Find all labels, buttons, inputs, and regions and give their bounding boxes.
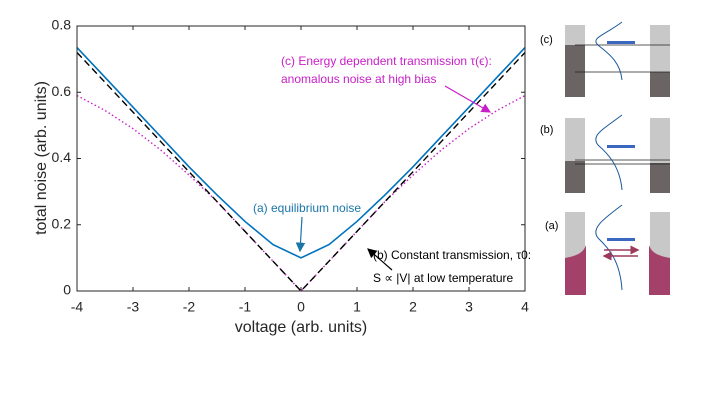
diagram-a: (a) <box>545 204 670 295</box>
line <box>76 46 526 259</box>
x-tick-label: -4 <box>71 299 84 315</box>
x-tick-label: 1 <box>353 299 361 315</box>
x-tick-label: -3 <box>127 299 140 315</box>
y-tick-label: 0.6 <box>52 83 72 99</box>
annotation-arrow <box>295 216 306 253</box>
line <box>76 52 526 293</box>
x-tick-label: -1 <box>239 299 252 315</box>
annotation: S ∝ |V| at low temperature <box>373 271 514 285</box>
y-tick-label: 0.4 <box>52 149 72 165</box>
diagram-label: (a) <box>545 220 558 232</box>
annotation: (b) Constant transmission, τ0: <box>373 248 531 262</box>
y-tick-label: 0.8 <box>52 17 72 33</box>
x-axis-label: voltage (arb. units) <box>235 319 368 336</box>
annotation: (a) equilibrium noise <box>253 201 361 215</box>
x-tick-label: 2 <box>409 299 417 315</box>
diagram-b: (b) <box>540 114 670 193</box>
plot-frame <box>76 25 526 292</box>
annotation: anomalous noise at high bias <box>281 72 436 86</box>
x-tick-label: -2 <box>183 299 196 315</box>
y-tick-label: 0 <box>63 282 71 298</box>
line <box>76 94 526 293</box>
annotation: (c) Energy dependent transmission τ(ϵ): <box>281 54 492 68</box>
plot: -4 -3 -2 -1 0 1 2 3 4 0 0.2 0.4 0.6 0.8 <box>52 17 530 315</box>
x-tick-label: 0 <box>297 299 305 315</box>
x-tick-label: 4 <box>521 299 529 315</box>
diagram-label: (b) <box>540 124 553 136</box>
diagram-label: (c) <box>540 34 553 46</box>
y-tick-label: 0.2 <box>52 215 72 231</box>
annotation-arrow <box>367 248 393 271</box>
x-tick-label: 3 <box>465 299 473 315</box>
y-axis-label: total noise (arb. units) <box>33 81 50 235</box>
diagram-c: (c) <box>540 21 670 97</box>
annotation-arrow <box>444 85 492 113</box>
